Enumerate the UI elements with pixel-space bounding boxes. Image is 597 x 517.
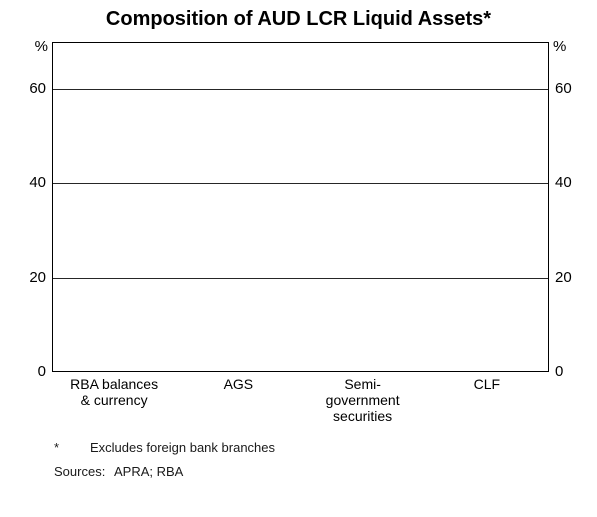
- ytick-right: 20: [555, 269, 572, 286]
- ytick-right: 0: [555, 363, 563, 380]
- chart-title: Composition of AUD LCR Liquid Assets*: [0, 8, 597, 31]
- y-axis-unit-right: %: [553, 38, 566, 55]
- ytick-left: 20: [12, 269, 46, 286]
- x-category-label: Semi-governmentsecurities: [301, 376, 425, 424]
- sources-line: Sources:APRA; RBA: [54, 464, 183, 479]
- chart-container: Composition of AUD LCR Liquid Assets* %%…: [0, 0, 597, 517]
- footnote-mark: *: [54, 440, 90, 455]
- gridline: [52, 183, 549, 184]
- x-category-label: RBA balances& currency: [52, 376, 176, 408]
- footnote-text: Excludes foreign bank branches: [90, 440, 275, 455]
- x-category-label: AGS: [176, 376, 300, 392]
- x-category-label: CLF: [425, 376, 549, 392]
- gridline: [52, 89, 549, 90]
- plot-border: [52, 42, 549, 372]
- sources-text: APRA; RBA: [114, 464, 183, 479]
- y-axis-unit-left: %: [22, 38, 48, 55]
- ytick-right: 40: [555, 174, 572, 191]
- gridline: [52, 278, 549, 279]
- footnote: *Excludes foreign bank branches: [54, 440, 275, 455]
- sources-label: Sources:: [54, 464, 114, 479]
- plot-area: %%00202040406060RBA balances& currencyAG…: [52, 42, 549, 372]
- ytick-left: 60: [12, 80, 46, 97]
- ytick-left: 40: [12, 174, 46, 191]
- ytick-right: 60: [555, 80, 572, 97]
- ytick-left: 0: [12, 363, 46, 380]
